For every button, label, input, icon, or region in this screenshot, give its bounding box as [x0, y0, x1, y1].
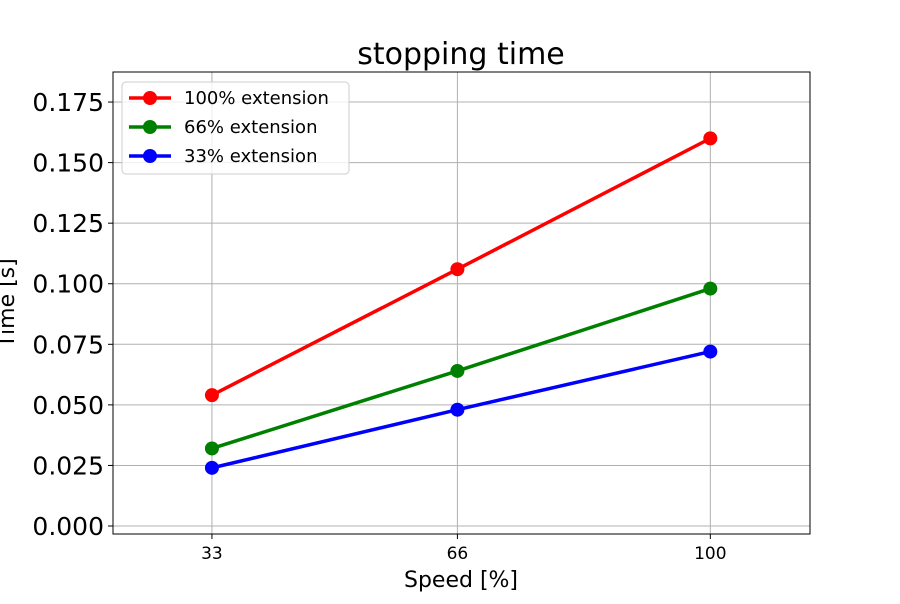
data-point [204, 441, 219, 456]
data-point [703, 344, 718, 359]
x-tick-label: 33 [201, 544, 223, 564]
y-tick-label: 0.175 [32, 88, 104, 117]
chart-title: stopping time [357, 37, 565, 72]
data-point [204, 460, 219, 475]
series-1 [204, 281, 718, 456]
legend-marker [143, 149, 157, 163]
legend-label: 66% extension [184, 117, 317, 138]
ticks: 33 66 100 0.000 0.025 0.050 0.075 0.100 0.125 0.1… [32, 88, 726, 564]
series-group [204, 131, 718, 475]
data-point [450, 402, 465, 417]
series-2 [204, 344, 718, 475]
legend-label: 100% extension [184, 88, 329, 109]
y-axis-label: Time [s] [0, 258, 20, 348]
y-tick-label: 0.025 [32, 451, 104, 480]
y-tick-label: 0.150 [32, 149, 104, 178]
legend-marker [143, 91, 157, 105]
y-tick-label: 0.125 [32, 209, 104, 238]
legend: 100% extension 66% extension 33% extension [121, 81, 350, 175]
x-axis-label: Speed [%] [404, 568, 518, 593]
plot-frame [112, 71, 811, 535]
legend-label: 33% extension [184, 146, 317, 167]
series-0 [204, 131, 718, 403]
data-point [450, 262, 465, 277]
legend-marker [143, 120, 157, 134]
data-point [450, 363, 465, 378]
legend-box [121, 81, 350, 175]
y-tick-label: 0.000 [32, 512, 104, 541]
x-tick-label: 66 [447, 544, 469, 564]
data-point [703, 281, 718, 296]
y-tick-label: 0.075 [32, 330, 104, 359]
x-tick-label: 100 [694, 544, 726, 564]
y-tick-label: 0.050 [32, 391, 104, 420]
data-point [204, 388, 219, 403]
y-tick-label: 0.100 [32, 270, 104, 299]
data-point [703, 131, 718, 146]
